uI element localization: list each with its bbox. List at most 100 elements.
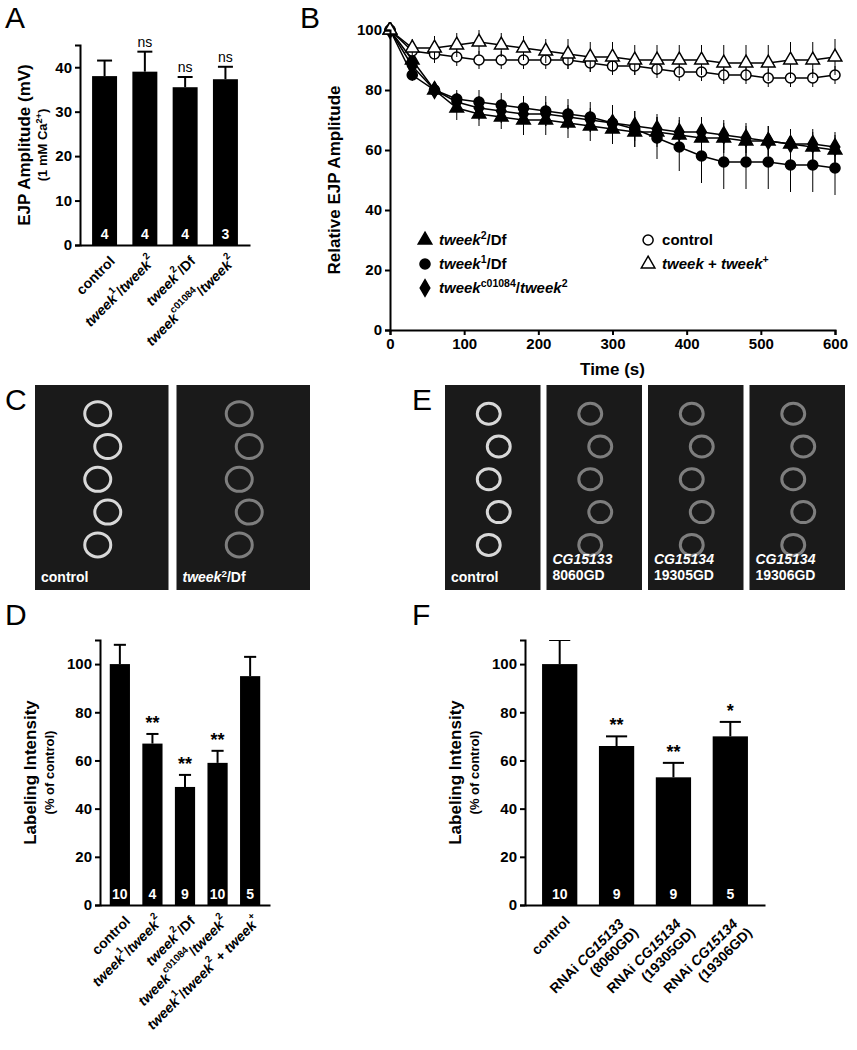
bouton xyxy=(487,502,510,523)
tick: 40 xyxy=(55,59,80,76)
marker xyxy=(719,157,729,167)
error-bar xyxy=(137,52,152,72)
text-run: 8060GD xyxy=(553,567,605,583)
text-run: 2 xyxy=(213,909,225,921)
tick-label: 10 xyxy=(55,192,72,209)
micrograph: CG15134 19305GD xyxy=(648,385,744,590)
tick-label: 400 xyxy=(675,335,700,352)
error-stem xyxy=(184,775,186,787)
text-run xyxy=(714,551,718,567)
tick-mark xyxy=(520,856,525,858)
tick: 20 xyxy=(365,261,390,278)
bouton xyxy=(226,533,252,557)
tick-label: 0 xyxy=(64,236,72,253)
category-label: control xyxy=(528,913,573,958)
plot-area xyxy=(110,645,260,905)
y-axis-subtitle: (1 mM Ca2+) xyxy=(34,109,50,182)
legend-item: tweekc01084/tweek2 xyxy=(420,277,567,296)
error-bar xyxy=(720,722,741,736)
significance: ns xyxy=(218,49,233,65)
tick-mark xyxy=(520,712,525,714)
tick-mark xyxy=(385,150,390,152)
error-bar xyxy=(663,763,684,777)
legend-item: tweek2/Df xyxy=(418,229,507,248)
marker xyxy=(496,103,506,120)
tick-mark xyxy=(95,712,100,714)
bouton xyxy=(690,502,713,523)
axis-line xyxy=(101,905,271,907)
tick: 80 xyxy=(500,704,525,721)
y-axis-subtitle: (% of control) xyxy=(42,731,57,815)
marker xyxy=(808,160,818,170)
tick-mark xyxy=(95,808,100,810)
error-bar xyxy=(212,751,224,763)
legend-marker xyxy=(641,256,655,268)
category-label: tweek2/Df xyxy=(139,250,198,309)
tick-label: 80 xyxy=(365,81,382,98)
text-run: Relative EJP Amplitude xyxy=(325,86,344,275)
text-run: 2 xyxy=(147,909,159,921)
error-stem xyxy=(616,736,618,746)
image-frame xyxy=(750,385,846,590)
marker xyxy=(428,40,442,52)
tick-label: 20 xyxy=(75,848,92,865)
error-cap xyxy=(114,644,126,646)
bouton xyxy=(782,469,805,490)
tick: 80 xyxy=(365,81,390,98)
bar xyxy=(599,746,634,905)
bar xyxy=(92,76,117,245)
marker xyxy=(517,40,531,52)
tick: 0 xyxy=(386,330,394,352)
text-run: c01084 xyxy=(481,277,516,289)
text-run: tweek xyxy=(721,255,763,272)
text-run: /Df xyxy=(487,231,508,248)
marker xyxy=(539,43,553,55)
category-label: control xyxy=(73,253,118,298)
marker xyxy=(786,136,796,153)
tick-mark xyxy=(75,245,80,247)
marker xyxy=(808,136,818,153)
tick-label: 30 xyxy=(55,103,72,120)
error-cap xyxy=(720,721,741,723)
text-run: tweek xyxy=(520,279,562,296)
n-label: 4 xyxy=(181,226,189,242)
error-cap xyxy=(178,76,193,78)
tick: 400 xyxy=(675,330,700,352)
significance: ** xyxy=(211,730,225,750)
bouton xyxy=(589,502,612,523)
marker xyxy=(763,157,773,167)
bouton xyxy=(85,467,111,491)
tick: 300 xyxy=(600,330,625,352)
marker xyxy=(763,133,773,150)
error-bar xyxy=(178,77,193,87)
tick: 20 xyxy=(55,147,80,164)
marker xyxy=(585,112,595,129)
text-run: tweek xyxy=(662,255,704,272)
bouton xyxy=(477,403,500,424)
bouton xyxy=(477,534,500,555)
bar-chart: 4443nsnsns010203040controltweek1/tweek2t… xyxy=(15,34,251,350)
marker xyxy=(741,130,751,147)
axis-line xyxy=(95,641,101,906)
marker xyxy=(697,124,707,141)
marker xyxy=(784,52,798,64)
text-run: Labeling Intensity xyxy=(21,700,40,845)
tick-label: 100 xyxy=(67,655,92,672)
n-label: 4 xyxy=(101,226,109,242)
tick-label: 40 xyxy=(55,59,72,76)
marker xyxy=(472,34,486,46)
panel-letter: D xyxy=(5,598,27,631)
tick-label: 20 xyxy=(365,261,382,278)
tick-label: 80 xyxy=(75,704,92,721)
text-run: (% of control) xyxy=(467,731,482,815)
legend-label: tweek1/Df xyxy=(439,253,508,272)
tick: 80 xyxy=(75,704,100,721)
marker xyxy=(695,52,709,64)
error-bar xyxy=(114,645,126,664)
tick-label: 600 xyxy=(823,335,848,352)
legend-label: tweekc01084/tweek2 xyxy=(439,277,568,296)
text-run xyxy=(612,551,616,567)
tick-mark xyxy=(95,905,100,907)
marker xyxy=(583,49,597,61)
bouton xyxy=(782,403,805,424)
